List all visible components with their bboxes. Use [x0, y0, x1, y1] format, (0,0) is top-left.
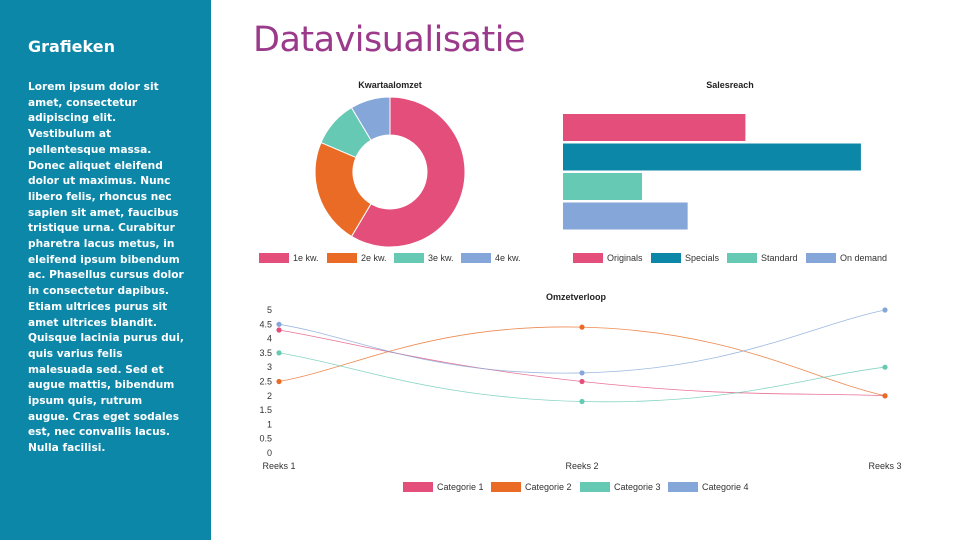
y-tick-label: 3	[267, 362, 272, 372]
y-tick-label: 0.5	[259, 434, 272, 444]
x-tick-label: Reeks 3	[868, 461, 901, 471]
sidebar-title: Grafieken	[28, 37, 115, 56]
line-legend-label: Categorie 4	[702, 482, 749, 492]
bar	[563, 202, 688, 230]
donut-chart-kwartaalomzet: Kwartaalomzet 1e kw. 2e kw. 3e kw. 4e kw.	[259, 80, 521, 263]
series-line	[278, 329, 886, 397]
chart-title: Salesreach	[706, 80, 754, 90]
y-tick-label: 3.5	[259, 348, 272, 358]
data-point	[882, 393, 888, 399]
data-point	[276, 378, 282, 385]
donut-legend-label: 4e kw.	[495, 253, 521, 263]
bar-legend-swatch	[651, 253, 681, 263]
x-tick-label: Reeks 2	[565, 461, 598, 471]
chart-title: Omzetverloop	[546, 292, 607, 302]
data-point	[579, 398, 585, 405]
y-tick-label: 0	[267, 448, 272, 458]
bar-chart-salesreach: Salesreach Originals Specials Standard On de…	[563, 80, 887, 263]
line-legend-label: Categorie 2	[525, 482, 572, 492]
series-line	[278, 352, 886, 403]
bar	[563, 173, 643, 200]
line-chart-omzetverloop: Omzetverloop 0 0.5 1 1.5 2 2.5 3 3.5 4 4.5 5 Reeks 1…	[259, 292, 902, 492]
donut-legend-label: 3e kw.	[428, 253, 454, 263]
bar-legend-label: On demand	[840, 253, 887, 263]
bar-legend-swatch	[806, 253, 836, 263]
donut-legend-swatch	[394, 253, 424, 263]
bar-legend-label: Standard	[761, 253, 798, 263]
donut-slice	[350, 96, 466, 248]
bar-legend-label: Originals	[607, 253, 643, 263]
chart-title: Kwartaalomzet	[358, 80, 422, 90]
bar-legend-swatch	[573, 253, 603, 263]
y-tick-label: 2	[267, 391, 272, 401]
line-legend-label: Categorie 1	[437, 482, 484, 492]
data-point	[579, 370, 585, 376]
series-line	[278, 309, 886, 374]
y-tick-label: 5	[267, 305, 272, 315]
bar	[563, 143, 861, 171]
donut-legend-label: 2e kw.	[361, 253, 387, 263]
donut-legend-swatch	[259, 253, 289, 263]
donut-slice	[350, 96, 391, 141]
data-point	[579, 324, 585, 330]
line-legend-swatch	[403, 482, 433, 492]
y-tick-label: 1	[267, 419, 272, 429]
data-point	[276, 321, 282, 327]
y-tick-label: 4.5	[259, 319, 272, 329]
y-tick-label: 1.5	[259, 405, 272, 415]
data-point	[579, 378, 585, 385]
bar-legend-swatch	[727, 253, 757, 263]
bar-legend-label: Specials	[685, 253, 720, 263]
line-legend-label: Categorie 3	[614, 482, 661, 492]
page-title: Datavisualisatie	[253, 20, 525, 60]
y-tick-label: 2.5	[259, 377, 272, 387]
line-legend-swatch	[491, 482, 521, 492]
y-tick-label: 4	[267, 334, 272, 344]
line-legend-swatch	[668, 482, 698, 492]
donut-legend-swatch	[461, 253, 491, 263]
donut-legend-label: 1e kw.	[293, 253, 319, 263]
data-point	[276, 327, 282, 333]
data-point	[882, 307, 888, 313]
line-legend-swatch	[580, 482, 610, 492]
donut-legend-swatch	[327, 253, 357, 263]
bar	[563, 114, 746, 141]
data-point	[276, 350, 282, 356]
data-point	[882, 364, 888, 370]
sidebar-text: Lorem ipsum dolor sit amet, consectetur …	[28, 81, 184, 455]
x-tick-label: Reeks 1	[262, 461, 295, 471]
sidebar: Grafieken Lorem ipsum dolor sit amet, co…	[0, 0, 211, 540]
series-line	[278, 326, 886, 397]
